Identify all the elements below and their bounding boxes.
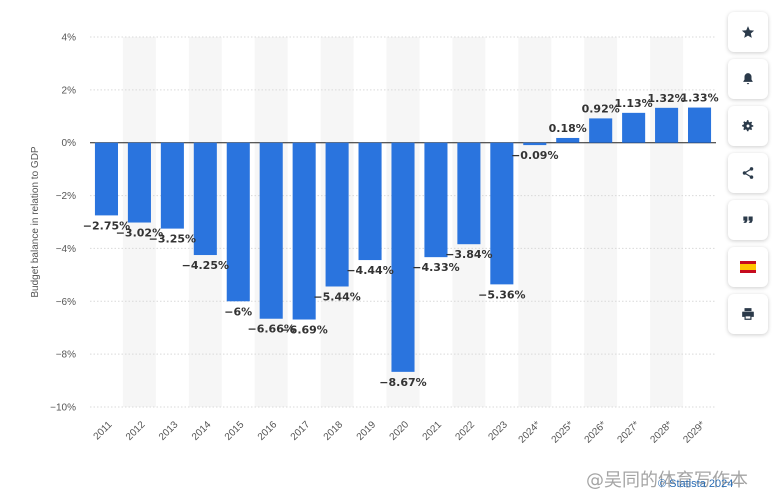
x-tick-label: 2018: [322, 419, 346, 443]
gear-icon: [742, 120, 754, 132]
chart-toolbar: [728, 12, 772, 341]
data-label: −3.02%: [116, 227, 163, 240]
y-tick-label: −10%: [50, 403, 76, 414]
data-label: −4.44%: [346, 264, 393, 277]
watermark: @吴同的体育写作本: [586, 470, 748, 491]
data-label: −0.09%: [511, 149, 558, 162]
data-label: 1.13%: [615, 97, 653, 110]
y-tick-label: −4%: [56, 244, 76, 255]
bars: [94, 107, 712, 372]
data-label: −6%: [224, 305, 252, 318]
printer-icon: [742, 308, 754, 320]
x-tick-label: 2011: [92, 419, 115, 442]
data-label: 0.18%: [549, 122, 587, 135]
bar: [589, 118, 613, 143]
share-icon: [742, 167, 754, 179]
y-tick-label: −8%: [56, 350, 76, 361]
x-tick-label: 2021: [421, 419, 445, 443]
x-tick-label: 2017: [289, 419, 313, 443]
bar: [391, 142, 415, 372]
x-tick-label: 2026*: [583, 419, 609, 445]
data-label: 1.32%: [647, 92, 685, 105]
quote-icon: [743, 216, 753, 223]
notification-button[interactable]: [728, 59, 768, 99]
y-tick-label: −2%: [56, 191, 76, 202]
data-label: −3.25%: [149, 233, 196, 246]
bar: [687, 107, 712, 143]
x-tick-label: 2023: [486, 419, 510, 443]
data-label: −6.66%: [248, 323, 295, 336]
data-label: −5.44%: [313, 290, 360, 303]
bar: [358, 142, 382, 261]
bar: [490, 142, 514, 285]
bar: [556, 137, 580, 143]
statista-credit[interactable]: © Statista 2024: [658, 478, 734, 490]
bar: [457, 142, 481, 245]
y-tick-label: 4%: [62, 33, 77, 44]
bar: [259, 142, 283, 319]
data-label: −8.67%: [379, 376, 426, 389]
data-label: 1.33%: [680, 92, 718, 105]
language-button[interactable]: [728, 247, 768, 287]
bar: [160, 142, 184, 229]
data-label: −3.84%: [445, 248, 492, 261]
x-tick-label: 2012: [124, 419, 148, 443]
bar: [325, 142, 349, 287]
bar: [523, 142, 547, 146]
share-button[interactable]: [728, 153, 768, 193]
y-axis-title: Budget balance in relation to GDP: [30, 146, 41, 298]
y-tick-label: 2%: [62, 85, 77, 96]
bar: [292, 142, 316, 320]
bar: [94, 142, 119, 216]
data-labels: −2.75%−3.02%−3.25% −4.25% −6% −6.66%−6.69% −…: [83, 92, 719, 389]
x-tick-label: 2029*: [681, 419, 707, 445]
x-tick-label: 2024*: [517, 419, 543, 445]
x-tick-label: 2028*: [648, 419, 674, 445]
x-tick-label: 2027*: [615, 419, 641, 445]
x-tick-label: 2016: [256, 419, 280, 443]
y-axis: 4% 2% 0% −2% −4% −6% −8% −10%: [50, 33, 76, 414]
x-tick-label: 2013: [157, 419, 181, 443]
spain-flag-icon: [740, 261, 756, 273]
data-label: −6.69%: [280, 324, 327, 337]
star-icon: [741, 26, 755, 38]
x-tick-label: 2014: [190, 419, 214, 443]
bar: [655, 107, 679, 143]
x-tick-label: 2019: [355, 419, 379, 443]
bell-icon: [743, 73, 753, 85]
x-tick-label: 2025*: [550, 419, 576, 445]
x-tick-label: 2015: [223, 419, 247, 443]
x-tick-label: 2020: [388, 419, 412, 443]
data-label: −4.25%: [182, 259, 229, 272]
favorite-button[interactable]: [728, 12, 768, 52]
data-label: 0.92%: [582, 102, 620, 115]
bar: [424, 142, 448, 258]
y-tick-label: 0%: [62, 138, 77, 149]
column-band: [518, 37, 552, 407]
column-band: [650, 37, 684, 407]
column-band: [584, 37, 618, 407]
x-axis: 2011 2012 2013 2014 2015 2016 2017 2018 2019 2020…: [92, 419, 708, 446]
data-label: −2.75%: [83, 219, 130, 232]
y-tick-label: −6%: [56, 297, 76, 308]
bar: [226, 142, 250, 302]
bar: [193, 142, 217, 256]
cite-button[interactable]: [728, 200, 768, 240]
settings-button[interactable]: [728, 106, 768, 146]
bar: [127, 142, 151, 223]
data-label: −4.33%: [412, 261, 459, 274]
data-label: −5.36%: [478, 288, 525, 301]
print-button[interactable]: [728, 294, 768, 334]
bar: [622, 112, 646, 143]
x-tick-label: 2022: [454, 419, 478, 443]
